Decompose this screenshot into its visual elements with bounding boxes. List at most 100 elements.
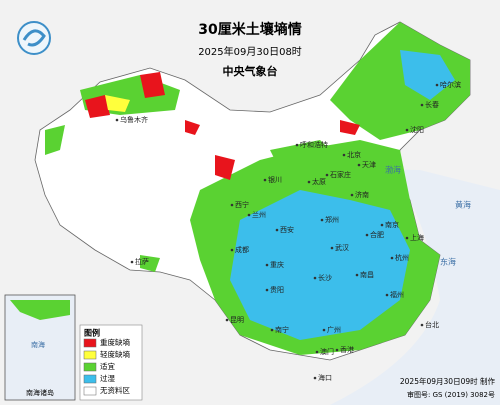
city-label: 福州 bbox=[390, 290, 404, 299]
legend-label: 无资料区 bbox=[100, 385, 130, 395]
city-dot bbox=[325, 173, 329, 177]
patch-green bbox=[330, 22, 470, 140]
sea-label: 东海 bbox=[440, 257, 456, 267]
legend-label: 过湿 bbox=[100, 373, 115, 383]
city-dot bbox=[405, 236, 409, 240]
city-dot bbox=[307, 180, 311, 184]
patch-yellow bbox=[105, 95, 130, 112]
city-dot bbox=[342, 153, 346, 157]
patch-red bbox=[340, 120, 360, 135]
city-label: 合肥 bbox=[370, 230, 384, 239]
legend-label: 适宜 bbox=[100, 361, 115, 371]
sea-label: 黄海 bbox=[455, 200, 471, 210]
city-dot bbox=[420, 103, 424, 107]
city-label: 兰州 bbox=[252, 210, 266, 219]
city-dot bbox=[230, 248, 234, 252]
patch-blue bbox=[400, 50, 455, 100]
made-time: 2025年09月30日09时 制作 bbox=[400, 376, 496, 386]
city-label: 西安 bbox=[280, 225, 294, 234]
city-label: 香港 bbox=[340, 345, 354, 354]
city-label: 长沙 bbox=[318, 273, 332, 282]
city-label: 上海 bbox=[410, 233, 424, 242]
patch-green bbox=[270, 140, 340, 175]
approval-number: 审图号: GS (2019) 3082号 bbox=[407, 390, 495, 399]
patch-blue bbox=[230, 190, 410, 340]
city-dot bbox=[313, 376, 317, 380]
legend-swatch bbox=[83, 350, 97, 360]
city-label: 广州 bbox=[327, 325, 341, 334]
city-dot bbox=[265, 288, 269, 292]
city-label: 天津 bbox=[362, 161, 376, 169]
city-dot bbox=[380, 223, 384, 227]
city-dot bbox=[357, 163, 361, 167]
city-dot bbox=[263, 178, 267, 182]
city-dot bbox=[315, 350, 319, 354]
city-label: 南昌 bbox=[360, 270, 374, 279]
city-label: 重庆 bbox=[270, 260, 284, 269]
city-label: 成都 bbox=[235, 245, 249, 254]
city-label: 武汉 bbox=[335, 243, 349, 252]
patch-red bbox=[140, 72, 165, 98]
subtitle: 2025年09月30日08时 bbox=[198, 45, 302, 58]
city-dot bbox=[295, 143, 299, 147]
city-label: 南宁 bbox=[275, 325, 289, 334]
legend-swatch bbox=[83, 338, 97, 348]
city-dot bbox=[350, 193, 354, 197]
patch-red bbox=[185, 120, 200, 135]
inset-land bbox=[10, 300, 70, 320]
inset-label: 南海诸岛 bbox=[26, 388, 54, 397]
city-label: 贵阳 bbox=[270, 285, 284, 294]
city-dot bbox=[313, 276, 317, 280]
legend-swatch bbox=[83, 374, 97, 384]
soil-patches bbox=[45, 22, 470, 355]
city-label: 长春 bbox=[425, 100, 439, 109]
city-dot bbox=[385, 293, 389, 297]
inset-sea: 南海 bbox=[31, 340, 45, 349]
city-label: 昆明 bbox=[230, 316, 244, 324]
city-label: 台北 bbox=[425, 320, 439, 329]
sea-label: 渤海 bbox=[385, 165, 401, 175]
city-label: 济南 bbox=[355, 190, 369, 199]
city-dot bbox=[405, 128, 409, 132]
city-dot bbox=[115, 118, 119, 122]
legend-label: 重度缺墒 bbox=[100, 337, 130, 347]
city-dot bbox=[322, 328, 326, 332]
city-label: 银川 bbox=[268, 175, 282, 184]
city-label: 北京 bbox=[347, 150, 361, 159]
city-label: 澳门 bbox=[320, 347, 334, 356]
city-label: 哈尔滨 bbox=[440, 80, 461, 89]
city-label: 西宁 bbox=[235, 200, 249, 209]
patch-red bbox=[215, 155, 235, 180]
city-dot bbox=[320, 218, 324, 222]
city-label: 海口 bbox=[318, 373, 332, 382]
city-dot bbox=[365, 233, 369, 237]
city-dot bbox=[130, 260, 134, 264]
city-dot bbox=[230, 203, 234, 207]
city-dot bbox=[355, 273, 359, 277]
legend-swatch bbox=[83, 386, 97, 396]
city-label: 南京 bbox=[385, 220, 399, 229]
title: 30厘米土壤墒情 bbox=[198, 21, 301, 38]
logo bbox=[17, 21, 51, 55]
city-dot bbox=[275, 228, 279, 232]
city-label: 沈阳 bbox=[410, 125, 424, 134]
city-dot bbox=[335, 348, 339, 352]
city-label: 拉萨 bbox=[135, 257, 149, 266]
city-label: 杭州 bbox=[395, 253, 409, 262]
city-dot bbox=[265, 263, 269, 267]
city-dot bbox=[420, 323, 424, 327]
city-dot bbox=[247, 213, 251, 217]
city-dot bbox=[330, 246, 334, 250]
sea bbox=[300, 150, 500, 405]
city-label: 呼和浩特 bbox=[300, 140, 328, 149]
logo-mark bbox=[22, 29, 46, 47]
city-dot bbox=[435, 83, 439, 87]
city-label: 郑州 bbox=[325, 216, 339, 224]
city-label: 太原 bbox=[312, 177, 326, 186]
legend-swatch bbox=[83, 362, 97, 372]
legend-label: 轻度缺墒 bbox=[100, 349, 130, 359]
patch-green bbox=[140, 255, 160, 272]
city-dot bbox=[225, 318, 229, 322]
patch-green bbox=[45, 125, 65, 155]
